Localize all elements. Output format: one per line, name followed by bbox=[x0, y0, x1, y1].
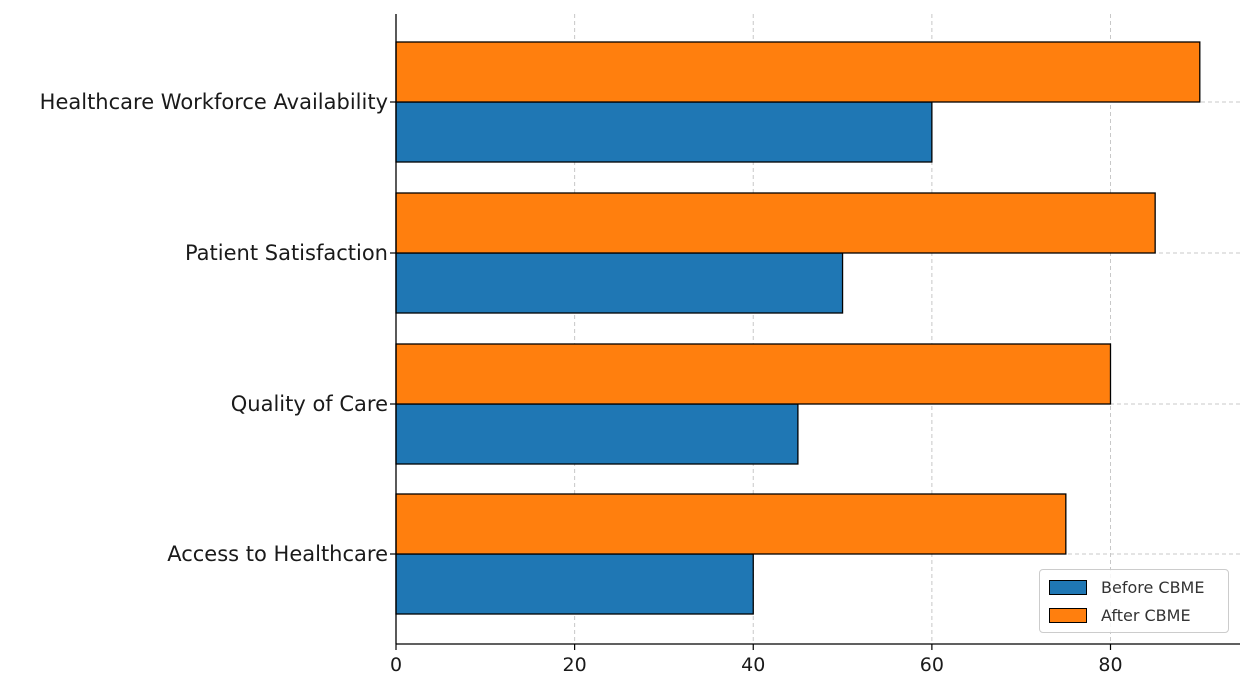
bar-before-cbme bbox=[395, 252, 844, 314]
legend-swatch-before bbox=[1049, 579, 1087, 595]
y-tick-label: Healthcare Workforce Availability bbox=[40, 90, 388, 114]
bar-after-cbme bbox=[395, 493, 1067, 555]
bar-before-cbme bbox=[395, 101, 933, 163]
x-tick-label: 40 bbox=[741, 654, 765, 676]
bar-after-cbme bbox=[395, 343, 1112, 405]
x-tick-label: 0 bbox=[390, 654, 402, 676]
bar-after-cbme bbox=[395, 41, 1201, 103]
bar-after-cbme bbox=[395, 192, 1156, 254]
legend-swatch-after bbox=[1049, 607, 1087, 623]
bar-before-cbme bbox=[395, 553, 754, 615]
legend: Before CBME After CBME bbox=[1039, 569, 1229, 633]
legend-item-after: After CBME bbox=[1049, 605, 1191, 625]
legend-label-after: After CBME bbox=[1101, 605, 1191, 625]
y-tick-label: Quality of Care bbox=[231, 392, 388, 416]
x-tick-label: 60 bbox=[920, 654, 944, 676]
x-tick-label: 80 bbox=[1098, 654, 1122, 676]
x-tick-label: 20 bbox=[563, 654, 587, 676]
bar-before-cbme bbox=[395, 403, 799, 465]
y-tick-label: Patient Satisfaction bbox=[185, 241, 388, 265]
legend-item-before: Before CBME bbox=[1049, 577, 1204, 597]
y-tick-label: Access to Healthcare bbox=[167, 542, 388, 566]
legend-label-before: Before CBME bbox=[1101, 577, 1205, 597]
